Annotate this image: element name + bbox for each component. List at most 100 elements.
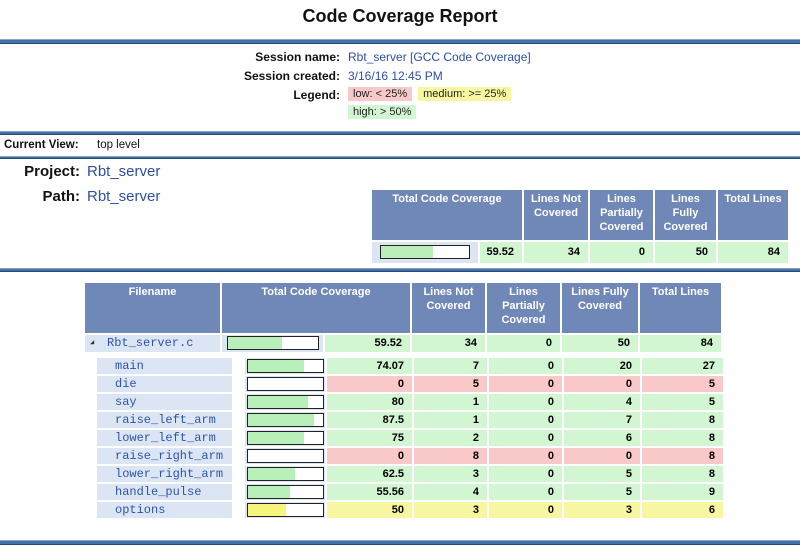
function-name-link[interactable]: main [115,359,144,373]
cell-lines-partially-covered: 0 [487,335,560,352]
col-header-total-code-coverage: Total Code Coverage [222,283,410,333]
cell-total-lines: 6 [642,502,723,518]
cell-lines-fully-covered: 0 [564,376,640,392]
coverage-bar [247,395,324,409]
legend-chip-high: high: > 50% [348,105,416,119]
row-indent [85,394,95,410]
coverage-bar-cell [245,448,325,464]
function-name-link[interactable]: raise_right_arm [115,449,223,463]
cell-coverage: 62.5 [327,466,412,482]
cell-lines-not-covered: 1 [414,412,487,428]
cell-total-lines: 8 [642,448,723,464]
col-header-filename: Filename [85,283,220,333]
coverage-bar [247,413,324,427]
function-name-link[interactable]: lower_left_arm [115,431,216,445]
cell-lines-fully-covered: 5 [564,466,640,482]
file-name-cell: ◢ Rbt_server.c [85,335,220,352]
function-row: raise_right_arm 0 8 0 0 8 [85,448,725,464]
project-label: Project: [0,163,80,180]
coverage-bar-fill [248,360,304,372]
cell-coverage: 0 [327,376,412,392]
cell-lines-partially-covered: 0 [489,484,562,500]
function-name-link[interactable]: handle_pulse [115,485,201,499]
function-name-cell: lower_left_arm [97,430,232,446]
path-link[interactable]: Rbt_server [87,188,160,205]
cell-lines-partially-covered: 0 [489,358,562,374]
function-name-link[interactable]: say [115,395,137,409]
file-name-link[interactable]: Rbt_server.c [107,336,193,350]
function-row: die 0 5 0 0 5 [85,376,725,392]
cell-lines-fully-covered: 7 [564,412,640,428]
divider [0,131,800,135]
coverage-bar-cell [245,484,325,500]
coverage-bar-cell [372,242,478,263]
function-row: handle_pulse 55.56 4 0 5 9 [85,484,725,500]
cell-coverage: 55.56 [327,484,412,500]
col-header-lines-not-covered: Lines Not Covered [412,283,485,333]
row-indent [85,502,95,518]
coverage-bar [247,449,324,463]
function-rows: main 74.07 7 0 20 27 die 0 5 0 0 5 say [85,358,725,518]
cell-lines-not-covered: 2 [414,430,487,446]
cell-lines-partially-covered: 0 [489,394,562,410]
cell-coverage: 75 [327,430,412,446]
coverage-bar-cell [245,358,325,374]
file-row: ◢ Rbt_server.c 59.52 34 0 50 84 [85,335,725,352]
coverage-bar-fill [248,414,314,426]
function-name-link[interactable]: lower_right_arm [115,467,223,481]
function-row: lower_right_arm 62.5 3 0 5 8 [85,466,725,482]
session-name-link[interactable]: Rbt_server [GCC Code Coverage] [348,50,531,64]
row-indent [85,448,95,464]
coverage-bar [247,503,324,517]
cell-lines-partially-covered: 0 [489,412,562,428]
function-row: options 50 3 0 3 6 [85,502,725,518]
cell-total-lines: 8 [642,412,723,428]
coverage-bar [380,245,470,259]
function-name-cell: lower_right_arm [97,466,232,482]
function-row: raise_left_arm 87.5 1 0 7 8 [85,412,725,428]
cell-lines-not-covered: 4 [414,484,487,500]
legend-chip-medium: medium: >= 25% [418,87,511,101]
project-link[interactable]: Rbt_server [87,163,160,180]
cell-lines-not-covered: 34 [524,242,588,263]
col-header-lines-partially-covered: Lines Partially Covered [487,283,560,333]
function-name-link[interactable]: raise_left_arm [115,413,216,427]
cell-lines-fully-covered: 3 [564,502,640,518]
cell-total-lines: 27 [642,358,723,374]
divider [0,268,800,272]
coverage-bar [227,336,319,350]
coverage-bar-fill [228,337,282,349]
function-name-cell: main [97,358,232,374]
coverage-bar-fill [381,246,433,258]
function-name-link[interactable]: options [115,503,165,517]
collapse-expander-icon[interactable]: ◢ [90,335,94,352]
function-name-cell: die [97,376,232,392]
coverage-bar [247,431,324,445]
coverage-bar-fill [248,396,308,408]
coverage-bar-cell [245,502,325,518]
col-header-total-lines: Total Lines [718,190,788,240]
cell-lines-not-covered: 1 [414,394,487,410]
cell-lines-not-covered: 8 [414,448,487,464]
cell-lines-fully-covered: 6 [564,430,640,446]
function-name-link[interactable]: die [115,377,137,391]
current-view-label: Current View: [4,139,79,151]
cell-lines-fully-covered: 50 [562,335,638,352]
row-indent [85,484,95,500]
cell-lines-fully-covered: 5 [564,484,640,500]
function-name-cell: options [97,502,232,518]
coverage-bar-fill [248,504,286,516]
row-indent [85,376,95,392]
coverage-bar [247,359,324,373]
coverage-bar [247,467,324,481]
col-header-lines-fully-covered: Lines Fully Covered [655,190,716,240]
cell-lines-partially-covered: 0 [489,376,562,392]
coverage-bar [247,485,324,499]
current-view-value: top level [97,139,140,151]
cell-coverage: 87.5 [327,412,412,428]
col-header-total-lines: Total Lines [640,283,721,333]
coverage-bar-cell [245,430,325,446]
session-name-label: Session name: [0,50,340,64]
col-header-lines-partially-covered: Lines Partially Covered [590,190,653,240]
cell-lines-partially-covered: 0 [590,242,653,263]
